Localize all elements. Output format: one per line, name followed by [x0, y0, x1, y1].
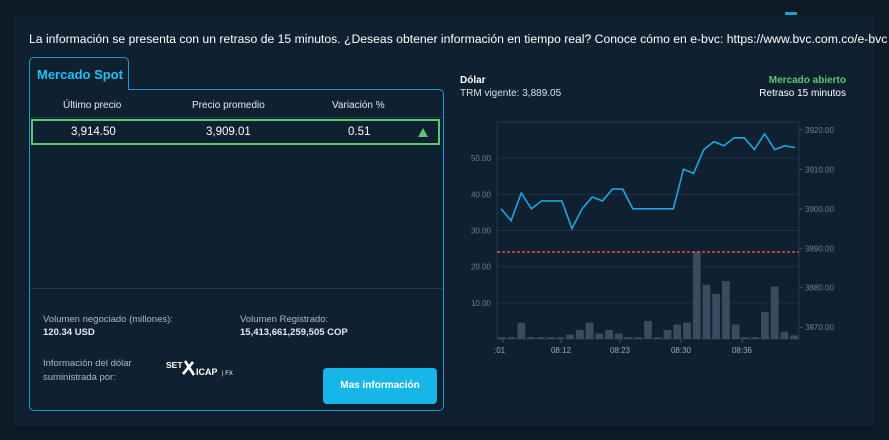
tab-mercado-spot[interactable]: Mercado Spot	[29, 57, 129, 90]
volume-bar	[575, 329, 584, 339]
registered-volume-value: 15,413,661,259,505 COP	[240, 327, 348, 338]
y-right-tick-label: 3880.00	[805, 284, 834, 293]
x-tick-label: 08:36	[732, 346, 753, 355]
last-price-value: 3,914.50	[71, 126, 116, 138]
tab-label: Mercado Spot	[37, 67, 123, 82]
registered-volume-label: Volumen Registrado:	[240, 314, 329, 325]
trm-label: TRM vigente: 3,889.05	[460, 88, 562, 99]
y-right-tick-label: 3890.00	[805, 244, 834, 253]
chart-title: Dólar	[460, 75, 486, 86]
volume-bar	[722, 281, 730, 339]
price-series-line	[500, 132, 796, 231]
volume-bar	[605, 329, 613, 339]
table-row: 3,914.50 3,909.01 0.51	[31, 119, 440, 145]
x-tick-label: :01	[494, 346, 506, 355]
volume-bar	[731, 324, 740, 339]
volume-bar	[770, 286, 779, 339]
y-right-tick-label: 3920.00	[805, 126, 834, 135]
volume-bar	[517, 322, 526, 339]
volume-bar	[595, 333, 604, 339]
header-divider	[30, 117, 443, 118]
svg-text:ICAP: ICAP	[196, 367, 218, 377]
volume-bar	[761, 311, 769, 339]
y-left-tick-label: 50.00	[471, 154, 492, 163]
svg-text:| FX: | FX	[222, 371, 233, 377]
volume-bar	[780, 331, 789, 339]
volume-bar	[536, 337, 545, 339]
volume-bar	[614, 333, 623, 339]
provider-label-line1: Información del dólar	[43, 358, 132, 369]
svg-text:SET: SET	[166, 360, 183, 370]
y-left-tick-label: 30.00	[471, 227, 492, 236]
header-variation: Variación %	[332, 100, 385, 111]
volume-bar	[692, 252, 701, 339]
negotiated-volume-value: 120.34 USD	[43, 327, 95, 338]
y-right-tick-label: 3900.00	[805, 205, 834, 214]
more-info-button[interactable]: Mas información	[323, 368, 437, 404]
volume-bar	[585, 322, 594, 339]
delay-notice: La información se presenta con un retras…	[29, 32, 888, 46]
negotiated-volume-label: Volumen negociado (millones):	[43, 314, 173, 325]
volume-bar	[566, 334, 574, 339]
header-last-price: Último precio	[63, 100, 122, 111]
y-right-tick-label: 3910.00	[805, 165, 834, 174]
volume-bar	[790, 335, 798, 339]
volume-bar	[644, 320, 652, 339]
volume-bar	[741, 337, 750, 339]
x-tick-label: 08:30	[671, 346, 692, 355]
active-nav-indicator	[785, 12, 797, 15]
market-panel	[13, 16, 875, 426]
y-left-tick-label: 10.00	[471, 299, 492, 308]
y-right-tick-label: 3870.00	[805, 323, 834, 332]
market-status: Mercado abierto	[768, 75, 846, 86]
provider-label-line2: suministrada por:	[43, 372, 116, 383]
volume-bar	[712, 293, 721, 339]
y-left-tick-label: 20.00	[471, 263, 492, 272]
volume-bar	[751, 337, 760, 339]
y-left-tick-label: 40.00	[471, 190, 492, 199]
volume-bar	[507, 337, 516, 339]
x-tick-label: 08:12	[551, 346, 572, 355]
volume-bar	[624, 337, 633, 339]
volume-bar	[702, 284, 711, 339]
volume-bar	[673, 324, 682, 339]
average-price-value: 3,909.01	[206, 126, 251, 138]
footer-divider	[30, 288, 443, 289]
volume-bar	[653, 337, 662, 339]
volume-bar	[634, 337, 643, 339]
volume-bar	[663, 329, 672, 339]
variation-value: 0.51	[348, 126, 371, 138]
delay-label: Retraso 15 minutos	[759, 88, 846, 99]
spot-market-card: Último precio Precio promedio Variación …	[29, 89, 444, 411]
x-tick-label: 08:23	[610, 346, 631, 355]
volume-bar	[498, 337, 506, 339]
volume-bar	[527, 337, 535, 339]
up-triangle-icon	[418, 128, 428, 137]
volume-bar	[546, 337, 555, 339]
volume-bar	[556, 337, 565, 339]
header-average-price: Precio promedio	[192, 100, 265, 111]
set-icap-fx-logo: SET ICAP | FX	[166, 360, 233, 377]
volume-bar	[683, 322, 691, 339]
